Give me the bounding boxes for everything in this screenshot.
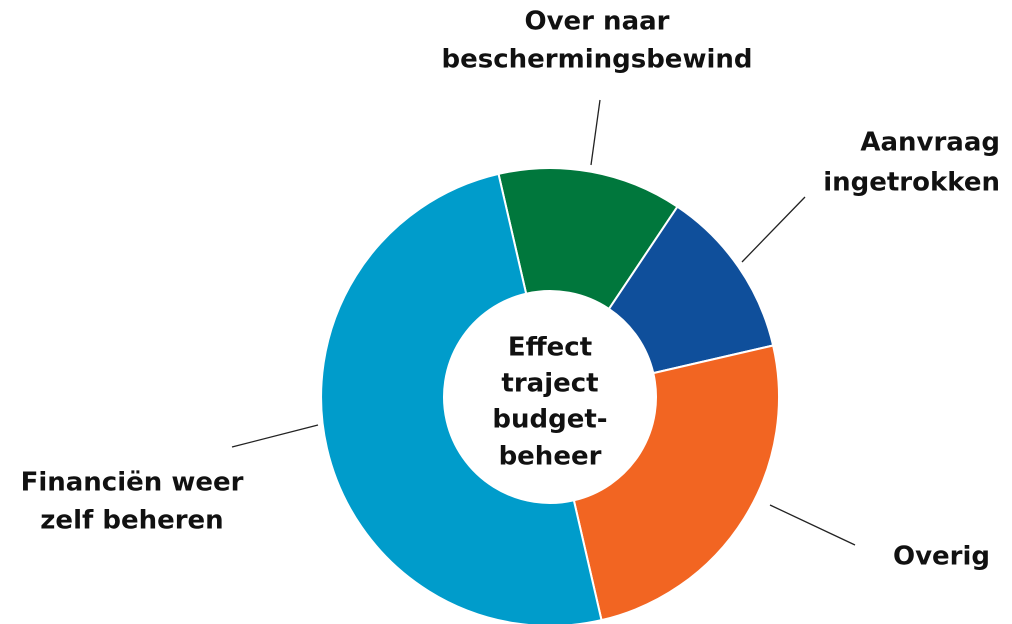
donut-slice — [320, 172, 603, 624]
slice-label: Aanvraag — [860, 128, 1000, 158]
slice-label: Over naar — [525, 7, 670, 37]
leader-line — [769, 504, 856, 546]
center-title: budget- — [492, 405, 607, 435]
leader-line — [231, 424, 319, 448]
leader-line — [590, 99, 601, 166]
slice-label: Overig — [893, 542, 990, 572]
slice-label: Financiën weer — [21, 468, 244, 498]
slice-label: ingetrokken — [823, 168, 1000, 198]
center-title: Effect — [508, 333, 592, 363]
center-title: beheer — [499, 442, 602, 472]
donut-slice — [572, 344, 780, 622]
center-title: traject — [501, 369, 598, 399]
slice-label: beschermingsbewind — [442, 45, 753, 75]
slice-label: zelf beheren — [40, 506, 223, 536]
leader-line — [741, 196, 806, 263]
